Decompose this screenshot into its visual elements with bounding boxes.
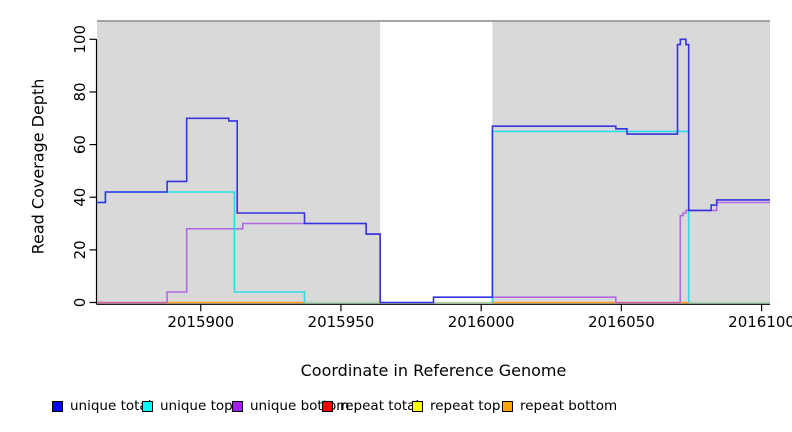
y-tick-label: 100 [71, 25, 89, 54]
y-tick-label: 0 [71, 298, 89, 308]
y-tick-label: 80 [71, 82, 89, 101]
x-tick-label: 2015950 [308, 313, 375, 331]
x-tick-label: 2016000 [448, 313, 515, 331]
x-tick-label: 2016100 [728, 313, 792, 331]
gap-region [380, 21, 493, 305]
series-unique-total-line [97, 38, 770, 304]
y-tick-label: 40 [71, 188, 89, 207]
y-tick-label: 20 [71, 240, 89, 259]
x-axis-title: Coordinate in Reference Genome [300, 361, 567, 380]
y-tick-label: 60 [71, 135, 89, 154]
x-tick-label: 2016050 [588, 313, 655, 331]
y-axis-title: Read Coverage Depth [28, 78, 48, 255]
x-tick-label: 2015900 [167, 313, 234, 331]
